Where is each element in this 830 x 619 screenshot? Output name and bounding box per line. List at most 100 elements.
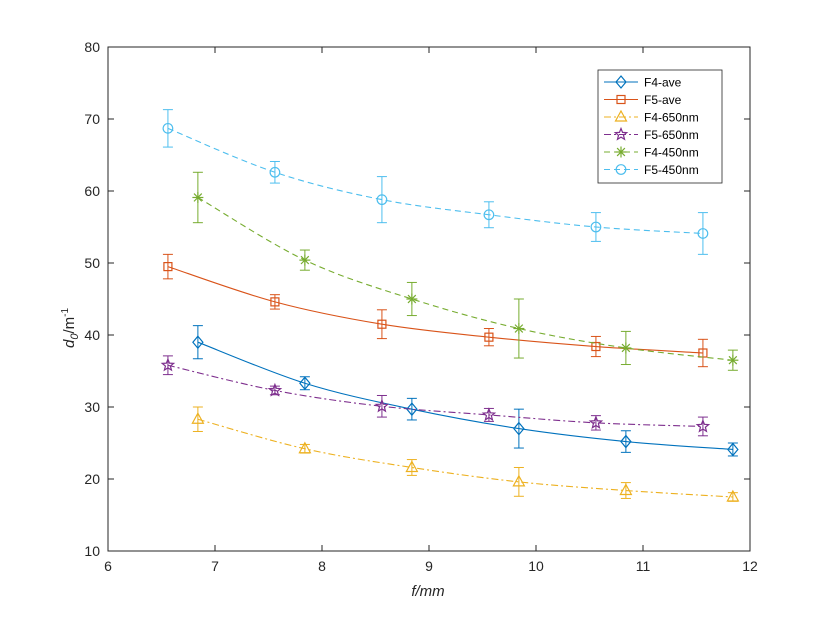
legend-label: F4-450nm bbox=[644, 146, 699, 160]
error-bar bbox=[483, 328, 494, 347]
data-point bbox=[590, 221, 602, 233]
data-point bbox=[162, 122, 174, 134]
legend-entry: F4-ave bbox=[604, 75, 682, 90]
error-bar bbox=[620, 430, 631, 453]
data-point bbox=[727, 354, 739, 366]
data-point bbox=[726, 489, 740, 502]
series-line bbox=[197, 341, 733, 451]
axes-layer: 6 7 8 9 10 11 12 10 20 30 40 50 60 70 80 bbox=[84, 39, 758, 574]
legend-label: F4-ave bbox=[644, 76, 682, 90]
legend-marker bbox=[616, 94, 626, 105]
error-bar bbox=[590, 335, 601, 358]
x-tick-label: 8 bbox=[318, 558, 326, 574]
error-bar bbox=[697, 338, 708, 368]
legend-marker bbox=[615, 164, 627, 175]
data-point bbox=[619, 483, 633, 496]
series-f4-450nm bbox=[192, 171, 739, 371]
error-bar bbox=[697, 212, 708, 255]
data-point bbox=[484, 332, 494, 342]
series-f5-650nm bbox=[160, 355, 711, 437]
data-point bbox=[269, 166, 281, 178]
data-point bbox=[588, 415, 604, 430]
series-line bbox=[167, 364, 703, 427]
legend-entry: F4-450nm bbox=[604, 146, 699, 160]
asterisk-stroke bbox=[300, 255, 310, 265]
error-bar bbox=[162, 253, 173, 280]
legend-label: F5-650nm bbox=[644, 128, 699, 142]
error-bar bbox=[483, 201, 494, 229]
legend-entry: F4-650nm bbox=[604, 109, 699, 125]
data-point bbox=[298, 441, 312, 454]
legend-box bbox=[597, 69, 723, 184]
x-tick-label: 10 bbox=[528, 558, 544, 574]
data-point bbox=[191, 411, 205, 424]
legend: F4-ave F5-ave F4-650nm F5-650nm F4-450nm F5-4… bbox=[597, 69, 723, 184]
asterisk-stroke bbox=[407, 294, 417, 304]
data-point bbox=[192, 335, 204, 350]
data-point bbox=[192, 191, 204, 203]
y-tick-label: 50 bbox=[84, 255, 100, 271]
y-tick-label: 20 bbox=[84, 471, 100, 487]
data-point bbox=[481, 407, 497, 422]
x-tick-label: 7 bbox=[211, 558, 219, 574]
series-line bbox=[197, 418, 733, 498]
asterisk-stroke bbox=[621, 343, 631, 353]
data-point bbox=[299, 254, 311, 266]
asterisk-stroke bbox=[728, 355, 738, 365]
data-point bbox=[160, 357, 176, 372]
legend-label: F5-450nm bbox=[644, 163, 699, 177]
data-point bbox=[513, 421, 525, 436]
x-tick-label: 9 bbox=[425, 558, 433, 574]
error-bar bbox=[192, 325, 203, 360]
series-f5-ave bbox=[162, 253, 708, 368]
y-axis-label-superscript: -1 bbox=[60, 308, 71, 317]
asterisk-stroke bbox=[616, 147, 626, 157]
error-bar bbox=[406, 397, 417, 421]
error-bar bbox=[513, 466, 524, 497]
data-point bbox=[405, 460, 419, 473]
data-point bbox=[374, 398, 390, 413]
legend-label: F5-ave bbox=[644, 93, 682, 107]
x-tick-label: 6 bbox=[104, 558, 112, 574]
legend-marker bbox=[614, 109, 628, 122]
legend-marker bbox=[613, 126, 629, 141]
series-layer bbox=[160, 109, 740, 502]
error-bar bbox=[376, 176, 387, 224]
y-axis-label-subscript: 0 bbox=[69, 333, 81, 340]
error-bar bbox=[162, 109, 173, 148]
legend-label: F4-650nm bbox=[644, 111, 699, 125]
y-axis-label-unit: /m bbox=[61, 317, 78, 334]
y-tick-label: 10 bbox=[84, 543, 100, 559]
error-bar bbox=[269, 294, 280, 310]
legend-entry: F5-650nm bbox=[604, 126, 699, 142]
data-point bbox=[620, 342, 632, 354]
series-line bbox=[167, 127, 703, 235]
data-point bbox=[591, 341, 601, 352]
series-f4-ave bbox=[192, 325, 739, 457]
y-tick-label: 70 bbox=[84, 111, 100, 127]
asterisk-stroke bbox=[514, 324, 524, 333]
data-point bbox=[376, 194, 388, 206]
data-point bbox=[406, 402, 418, 417]
error-bar bbox=[513, 408, 524, 449]
data-point bbox=[513, 323, 525, 335]
error-bar bbox=[192, 406, 203, 432]
legend-marker bbox=[615, 146, 627, 158]
y-axis-label: d0/m-1 bbox=[60, 308, 81, 348]
y-tick-label: 30 bbox=[84, 399, 100, 415]
series-f5-450nm bbox=[162, 109, 709, 255]
x-tick-label: 11 bbox=[636, 558, 651, 574]
data-point bbox=[483, 209, 495, 221]
series-f4-650nm bbox=[191, 406, 740, 502]
legend-entry: F5-ave bbox=[604, 93, 682, 107]
x-tick-label: 12 bbox=[742, 558, 758, 574]
data-point bbox=[406, 293, 418, 305]
data-point bbox=[299, 376, 311, 391]
data-point bbox=[267, 382, 283, 397]
y-axis-label-main: d bbox=[61, 339, 78, 348]
series-line bbox=[167, 266, 703, 354]
y-tick-label: 60 bbox=[84, 183, 100, 199]
data-point bbox=[695, 418, 711, 433]
data-point bbox=[270, 297, 280, 307]
